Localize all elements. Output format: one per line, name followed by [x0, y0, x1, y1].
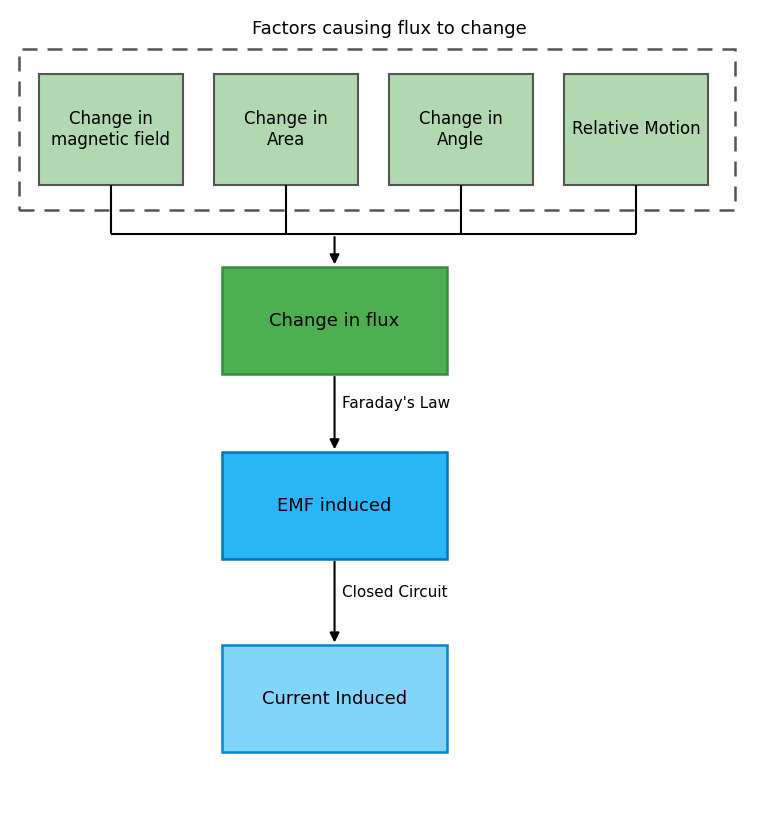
Text: Change in
Area: Change in Area [244, 110, 328, 149]
Text: Change in
Angle: Change in Angle [419, 110, 503, 149]
Bar [39, 74, 183, 185]
Bar [214, 74, 358, 185]
Text: Change in
magnetic field: Change in magnetic field [51, 110, 170, 149]
Text: EMF induced: EMF induced [277, 496, 392, 515]
Text: Relative Motion: Relative Motion [572, 121, 700, 138]
Text: Change in flux: Change in flux [269, 312, 400, 330]
Bar [222, 645, 447, 752]
Bar [564, 74, 708, 185]
Bar [19, 49, 735, 210]
Text: Faraday's Law: Faraday's Law [342, 395, 450, 411]
Text: Closed Circuit: Closed Circuit [342, 584, 448, 600]
Bar [222, 452, 447, 559]
Text: Current Induced: Current Induced [262, 690, 407, 708]
Bar [222, 267, 447, 374]
Text: Factors causing flux to change: Factors causing flux to change [251, 20, 527, 38]
Bar [389, 74, 533, 185]
